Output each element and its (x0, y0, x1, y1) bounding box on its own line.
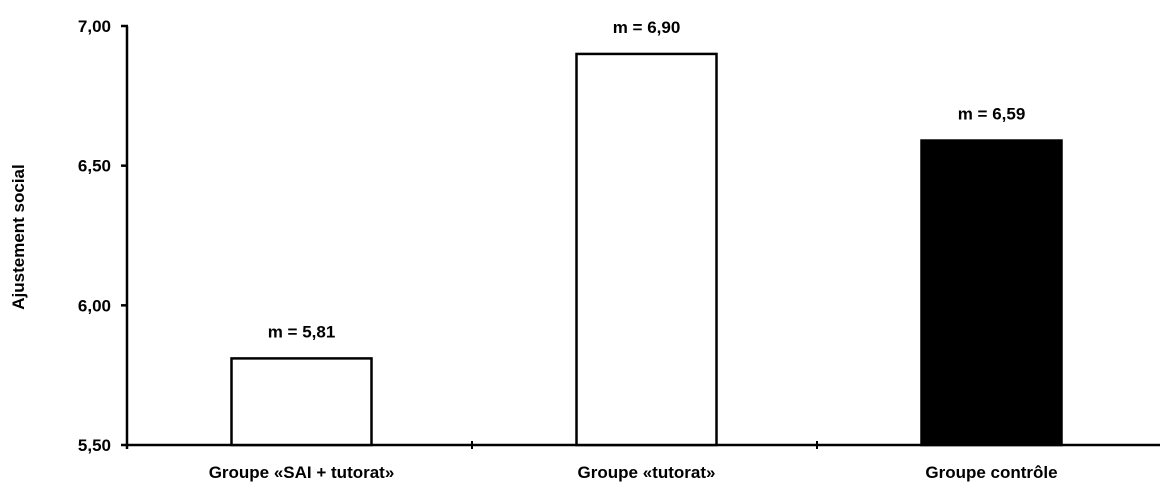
x-category-label: Groupe «tutorat» (578, 463, 716, 482)
bar-data-label: m = 6,90 (613, 18, 681, 37)
bars (230, 52, 1063, 447)
y-axis: 5,50 6,00 6,50 7,00 (78, 17, 129, 455)
y-tick-label: 5,50 (78, 436, 111, 455)
bar-data-label: m = 5,81 (268, 322, 336, 341)
x-category-label: Groupe «SAI + tutorat» (209, 463, 395, 482)
y-tick-label: 6,00 (78, 296, 111, 315)
y-tick-label: 7,00 (78, 17, 111, 36)
y-tick-label: 6,50 (78, 157, 111, 176)
data-labels: m = 5,81 m = 6,90 m = 6,59 (268, 18, 1026, 341)
bar (920, 139, 1063, 447)
x-axis: Groupe «SAI + tutorat» Groupe «tutorat» Gr… (127, 441, 1160, 482)
bar-data-label: m = 6,59 (958, 105, 1026, 124)
bar (230, 357, 373, 447)
y-axis-title: Ajustement social (9, 164, 28, 310)
bar (575, 52, 718, 447)
x-category-label: Groupe contrôle (925, 463, 1057, 482)
